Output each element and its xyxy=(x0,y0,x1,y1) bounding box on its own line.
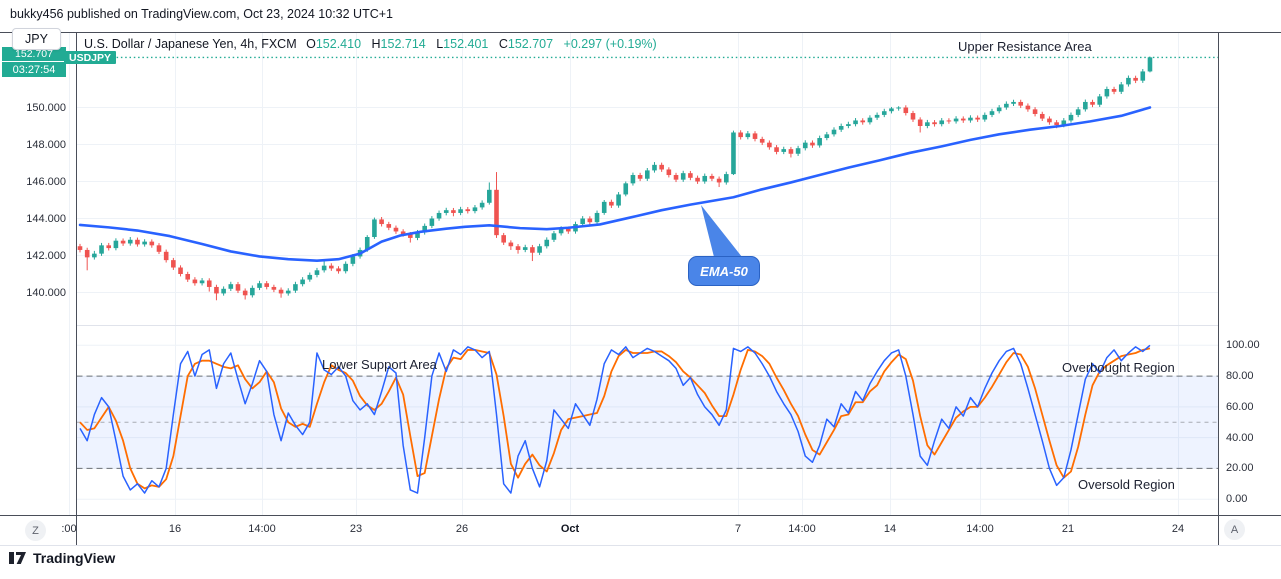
time-axis-label: 16 xyxy=(168,523,182,535)
tradingview-logo-text: TradingView xyxy=(33,549,116,566)
tradingview-logo[interactable]: TradingView xyxy=(8,549,115,566)
symbol-badge: USDJPY xyxy=(64,51,117,64)
indicator-axis-label: 40.00 xyxy=(1226,431,1254,444)
price-axis-label: 144.000 xyxy=(26,212,66,225)
indicator-axis-label: 100.00 xyxy=(1226,339,1260,352)
chart-legend: U.S. Dollar / Japanese Yen, 4h, FXCM O15… xyxy=(84,37,657,51)
main-chart-pane[interactable] xyxy=(76,32,1218,325)
price-axis-label: 148.000 xyxy=(26,138,66,151)
ema-callout-label[interactable]: EMA-50 xyxy=(688,256,760,286)
time-axis-label: 23 xyxy=(349,523,363,535)
indicator-axis-label: 20.00 xyxy=(1226,462,1254,475)
timezone-button[interactable]: Z xyxy=(25,520,46,541)
current-price-label: 152.707 xyxy=(2,47,66,61)
time-axis-label: 14:00 xyxy=(248,523,276,535)
time-axis-label: Oct xyxy=(560,523,580,535)
oversold-annotation: Oversold Region xyxy=(1078,477,1175,492)
symbol-search-label: JPY xyxy=(25,32,48,46)
published-byline: bukky456 published on TradingView.com, O… xyxy=(10,7,393,21)
price-axis-label: 140.000 xyxy=(26,286,66,299)
time-axis-label: 21 xyxy=(1061,523,1075,535)
symbol-search-box[interactable]: JPY xyxy=(12,28,61,50)
time-axis-label: 14:00 xyxy=(788,523,816,535)
auto-scale-button[interactable]: A xyxy=(1224,519,1245,540)
price-axis-label: 146.000 xyxy=(26,175,66,188)
time-axis-label: 14 xyxy=(883,523,897,535)
price-axis-label: 142.000 xyxy=(26,249,66,262)
overbought-annotation: Overbought Region xyxy=(1062,360,1175,375)
bar-countdown: 03:27:54 xyxy=(2,62,66,77)
time-axis-label: 26 xyxy=(455,523,469,535)
time-axis-label: 24 xyxy=(1171,523,1185,535)
symbol-title: U.S. Dollar / Japanese Yen, 4h, FXCM xyxy=(84,37,297,51)
upper-resistance-annotation: Upper Resistance Area xyxy=(958,39,1092,54)
lower-support-annotation: Lower Support Area xyxy=(322,357,437,372)
indicator-axis-label: 80.00 xyxy=(1226,370,1254,383)
indicator-axis-label: 60.00 xyxy=(1226,400,1254,413)
tradingview-logo-icon xyxy=(9,552,26,564)
change-value: +0.297 (+0.19%) xyxy=(563,37,657,51)
time-axis-label: :00 xyxy=(61,523,77,535)
indicator-pane[interactable] xyxy=(76,325,1218,515)
time-axis-label: 7 xyxy=(734,523,742,535)
time-axis-label: 14:00 xyxy=(966,523,994,535)
price-axis-label: 150.000 xyxy=(26,101,66,114)
indicator-axis-label: 0.00 xyxy=(1226,493,1248,506)
